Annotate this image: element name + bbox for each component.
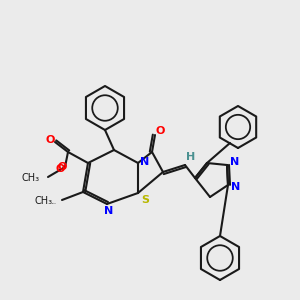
Text: O: O [55,164,65,174]
Text: O: O [57,162,67,172]
Text: methyl: methyl [52,202,56,204]
Text: CH₃: CH₃ [35,196,53,206]
Text: CH₃: CH₃ [22,173,40,183]
Text: H: H [186,152,196,162]
Text: N: N [231,182,241,192]
Text: N: N [140,157,150,167]
Text: O: O [155,126,165,136]
Text: O: O [45,135,55,145]
Text: S: S [141,195,149,205]
Text: N: N [230,157,240,167]
Text: N: N [104,206,114,216]
